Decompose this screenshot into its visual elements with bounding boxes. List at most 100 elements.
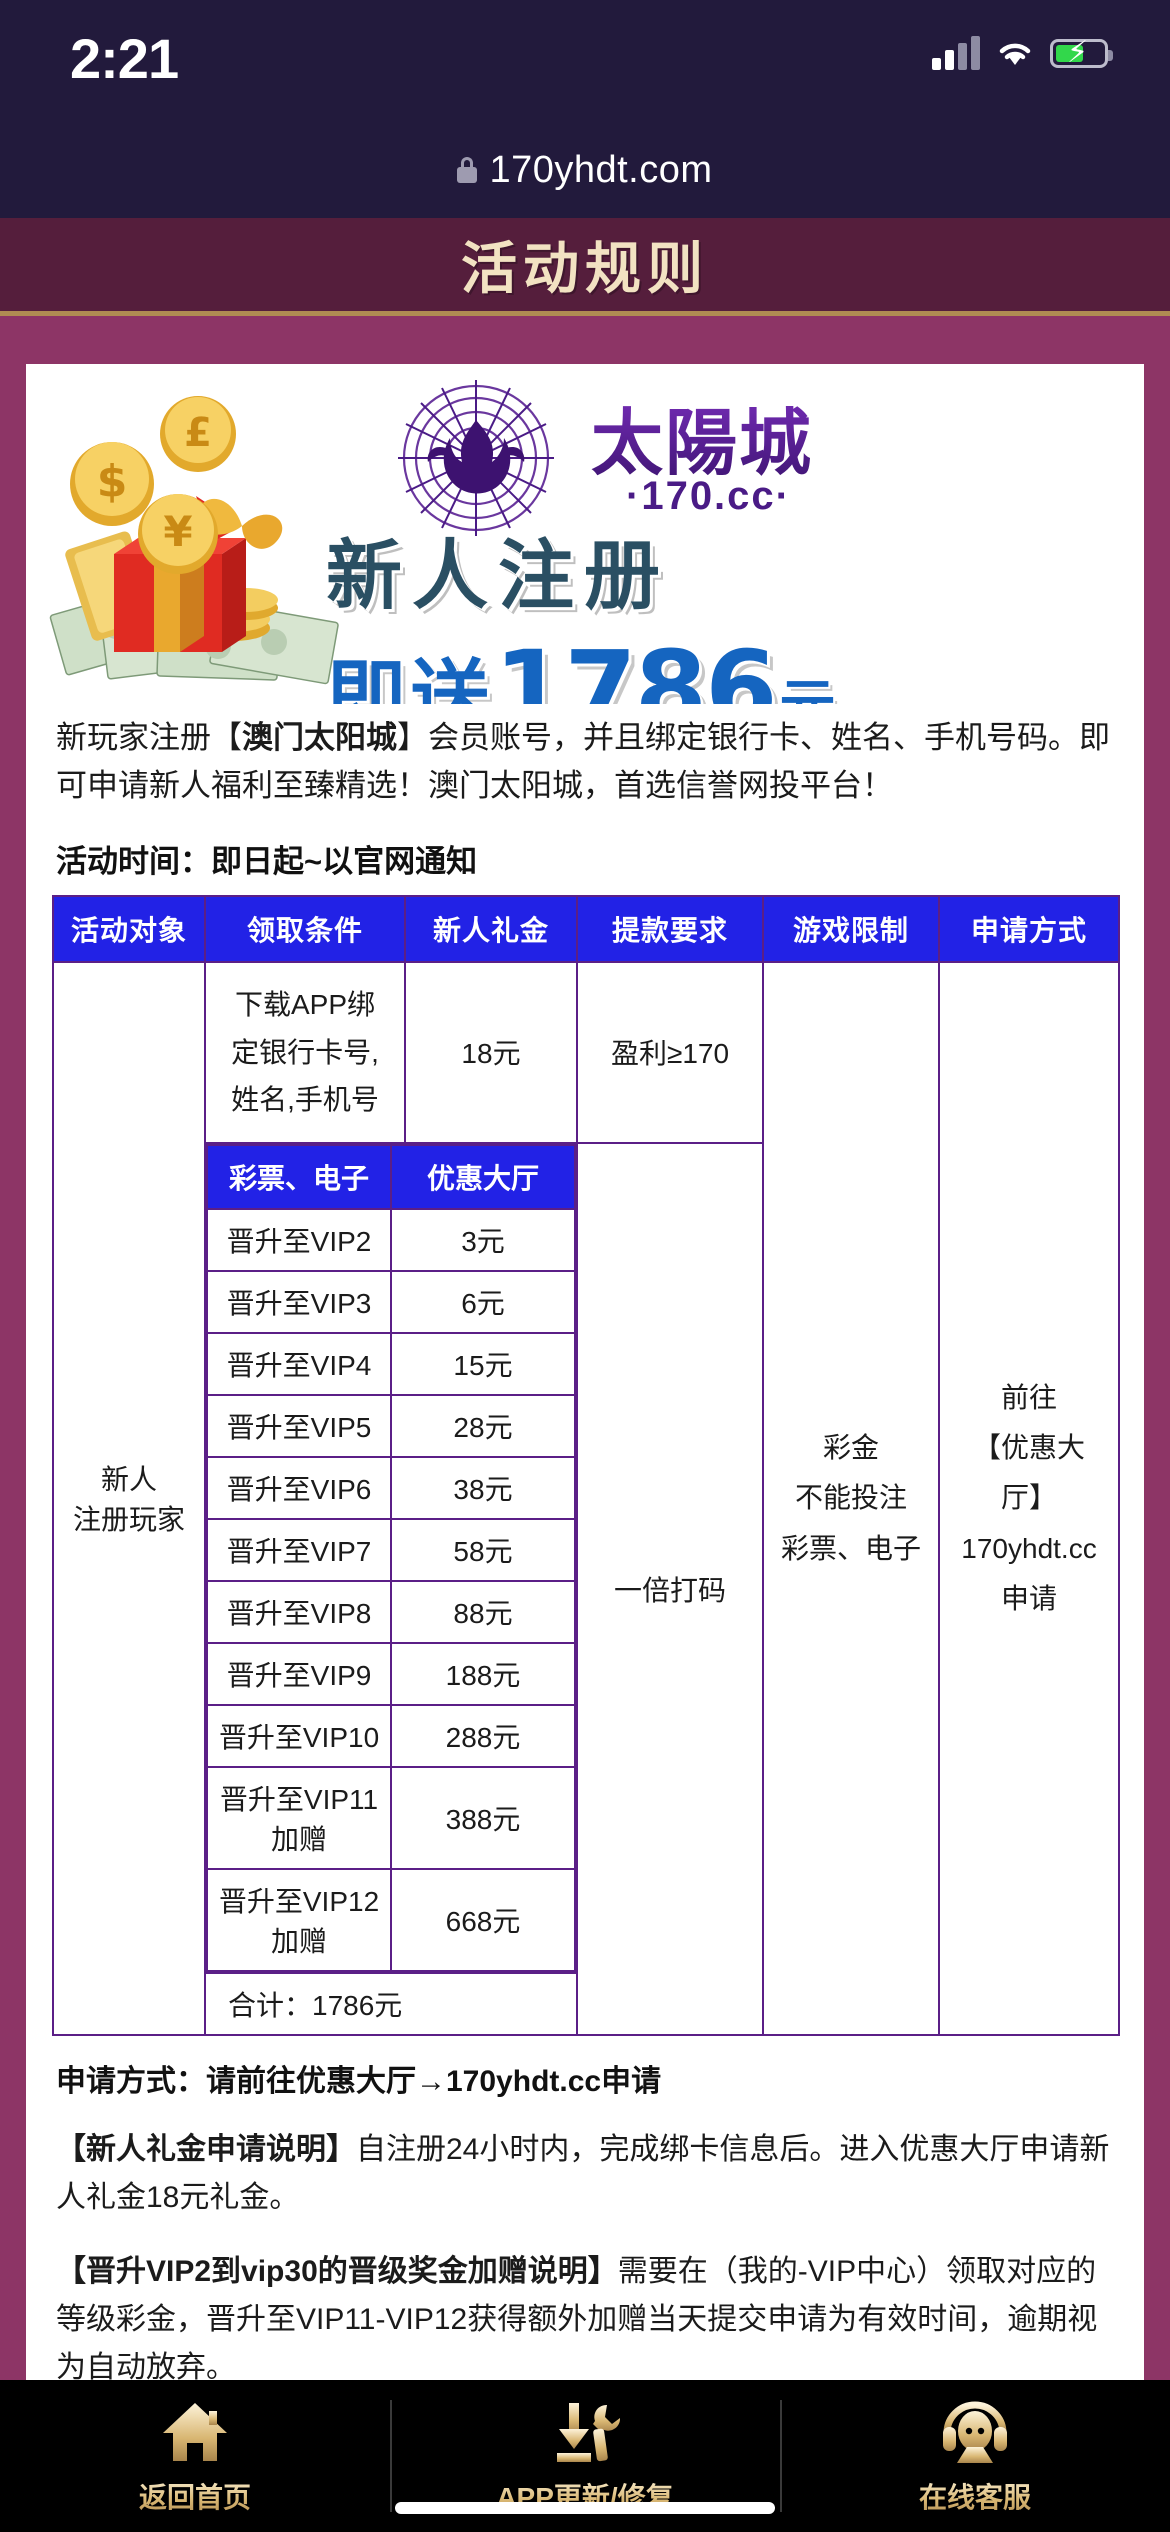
vip-row: 晋升至VIP9 188元 [206, 1641, 576, 1706]
vip-level: 晋升至VIP12加赠 [206, 1867, 392, 1972]
cell-vip-total: 合计：1786元 [204, 1971, 578, 2036]
cell-withdraw-profit: 盈利≥170 [576, 961, 764, 1144]
th-newcomer-gift: 新人礼金 [404, 895, 578, 964]
vip-row: 晋升至VIP4 15元 [206, 1331, 576, 1396]
th-conditions: 领取条件 [204, 895, 406, 964]
intro-brand: 澳门太阳城 [242, 720, 397, 755]
vip-level: 晋升至VIP11加赠 [206, 1765, 392, 1870]
vip-header-right: 优惠大厅 [390, 1143, 576, 1210]
app-update-wrench-icon [545, 2396, 625, 2468]
cell-gift-amount: 18元 [404, 961, 578, 1144]
nav-label-home: 返回首页 [139, 2476, 251, 2516]
th-activity-object: 活动对象 [52, 895, 206, 964]
vip-level: 晋升至VIP7 [206, 1517, 392, 1582]
page-header: 活动规则 [0, 218, 1170, 311]
vip-level: 晋升至VIP8 [206, 1579, 392, 1644]
vip-amount: 188元 [390, 1641, 576, 1706]
content-card: ¥ $ £ [26, 364, 1144, 2485]
promo-line2-prefix: 即送 [326, 651, 494, 704]
intro-part2: 】会员账号，并且绑定银行卡、姓名、手机号码。即可申请新人福利至臻精选！澳门太阳城… [56, 720, 1110, 804]
vip-row: 晋升至VIP3 6元 [206, 1269, 576, 1334]
th-withdraw-req: 提款要求 [576, 895, 764, 964]
note-vip-bonus: 【晋升VIP2到vip30的晋级奖金加赠说明】需要在（我的-VIP中心）领取对应… [56, 2248, 1114, 2392]
vip-amount: 6元 [390, 1269, 576, 1334]
gift-box-coins-money-illustration: ¥ $ £ [46, 376, 376, 696]
nav-item-support[interactable]: 在线客服 [780, 2380, 1170, 2532]
vip-row: 晋升至VIP5 28元 [206, 1393, 576, 1458]
url-text: 170yhdt.com [489, 148, 713, 191]
vip-amount: 388元 [390, 1765, 576, 1870]
vip-row: 晋升至VIP12加赠 668元 [206, 1867, 576, 1972]
event-time: 活动时间：即日起~以官网通知 [56, 844, 478, 880]
vip-level: 晋升至VIP4 [206, 1331, 392, 1396]
intro-part1: 新玩家注册【 [56, 720, 242, 755]
promo-table: 活动对象 领取条件 新人礼金 提款要求 游戏限制 申请方式 新人 注册玩家 下载… [52, 895, 1120, 2036]
vip-level: 晋升至VIP5 [206, 1393, 392, 1458]
status-indicators: ⚡ [932, 36, 1113, 70]
note-0-body: 自注册24小时内，完成绑卡信息后。进入优惠大厅申请新人礼金18元礼金。 [56, 2132, 1110, 2214]
vip-amount: 58元 [390, 1517, 576, 1582]
vip-row: 晋升至VIP7 58元 [206, 1517, 576, 1582]
nav-item-home[interactable]: 返回首页 [0, 2380, 390, 2532]
bottom-nav-bar: 返回首页 APP更新/修复 [0, 2380, 1170, 2532]
vip-amount: 28元 [390, 1393, 576, 1458]
vip-row: 晋升至VIP11加赠 388元 [206, 1765, 576, 1870]
vip-row: 晋升至VIP10 288元 [206, 1703, 576, 1768]
vip-level: 晋升至VIP3 [206, 1269, 392, 1334]
browser-url-bar[interactable]: 170yhdt.com [0, 122, 1170, 218]
vip-level: 晋升至VIP10 [206, 1703, 392, 1768]
vip-subheader-row: 彩票、电子 优惠大厅 [206, 1143, 576, 1210]
cellular-signal-icon [932, 36, 980, 70]
battery-charging-icon: ⚡ [1050, 37, 1113, 68]
note-0-title: 【新人礼金申请说明】 [56, 2132, 356, 2166]
cell-vip-subtable: 彩票、电子 优惠大厅 晋升至VIP2 3元 晋升至VIP3 6元 晋升至VIP4 15元晋… [205, 1143, 577, 1973]
vip-row: 晋升至VIP2 3元 [206, 1207, 576, 1272]
promo-line2-suffix: 元 [779, 661, 835, 704]
svg-text:$: $ [97, 456, 128, 507]
vip-level: 晋升至VIP2 [206, 1207, 392, 1272]
svg-text:£: £ [184, 410, 212, 456]
cell-apply-method: 前往 【优惠大厅】 170yhdt.cc 申请 [938, 961, 1120, 2036]
promo-table-wrap: 活动对象 领取条件 新人礼金 提款要求 游戏限制 申请方式 新人 注册玩家 下载… [52, 895, 1120, 2036]
vip-amount: 15元 [390, 1331, 576, 1396]
svg-text:¥: ¥ [163, 507, 192, 556]
page-title: 活动规则 [461, 237, 709, 300]
note-newcomer-gift: 【新人礼金申请说明】自注册24小时内，完成绑卡信息后。进入优惠大厅申请新人礼金1… [56, 2126, 1114, 2222]
vip-amount: 88元 [390, 1579, 576, 1644]
vip-level: 晋升至VIP6 [206, 1455, 392, 1520]
apply-method-line: 申请方式：请前往优惠大厅→170yhdt.cc申请 [56, 2064, 662, 2098]
vip-row: 晋升至VIP8 88元 [206, 1579, 576, 1644]
table-row: 彩票、电子 优惠大厅 晋升至VIP2 3元 晋升至VIP3 6元 晋升至VIP4 15元晋… [53, 1141, 1119, 2036]
table-row: 新人 注册玩家 下载APP绑 定银行卡号, 姓名,手机号 18元 盈利≥170 … [52, 961, 1120, 2036]
brand-logo-domain: ·170.cc· [626, 474, 791, 518]
vip-header-left: 彩票、电子 [206, 1143, 392, 1210]
cell-wager-requirement: 一倍打码 [576, 1141, 764, 2036]
vip-amount: 38元 [390, 1455, 576, 1520]
lock-icon [457, 157, 478, 183]
vip-bonus-table: 彩票、电子 优惠大厅 晋升至VIP2 3元 晋升至VIP3 6元 晋升至VIP4 15元晋… [206, 1143, 576, 1972]
promo-text-block: 新人注册 即送 1786 元 [326, 514, 1126, 704]
cell-activity-object: 新人 注册玩家 [52, 961, 206, 2036]
th-game-limit: 游戏限制 [762, 895, 940, 964]
promo-banner: ¥ $ £ [26, 364, 1144, 704]
headset-support-icon [937, 2396, 1013, 2468]
vip-amount: 668元 [390, 1867, 576, 1972]
th-apply-method: 申请方式 [938, 895, 1120, 964]
nav-label-support: 在线客服 [919, 2476, 1031, 2516]
promo-line1: 新人注册 [326, 531, 670, 620]
cell-game-limit: 彩金 不能投注 彩票、电子 [762, 961, 940, 2036]
sunburst-logo-icon: 太陽城 ·170.cc· [376, 370, 846, 550]
home-indicator[interactable] [395, 2502, 775, 2514]
status-time: 2:21 [70, 27, 179, 90]
vip-amount: 3元 [390, 1207, 576, 1272]
table-row: 合计：1786元 [53, 1971, 1119, 2036]
intro-paragraph: 新玩家注册【澳门太阳城】会员账号，并且绑定银行卡、姓名、手机号码。即可申请新人福… [56, 714, 1114, 810]
home-icon [159, 2396, 231, 2468]
note-1-body: 需要在（我的-VIP中心）领取对应的等级彩金，晋升至VIP11-VIP12获得额… [56, 2254, 1098, 2384]
table-header-row: 活动对象 领取条件 新人礼金 提款要求 游戏限制 申请方式 [52, 895, 1120, 964]
brand-logo-text: 太陽城 [591, 384, 813, 489]
vip-level: 晋升至VIP9 [206, 1641, 392, 1706]
vip-amount: 288元 [390, 1703, 576, 1768]
gold-divider [0, 311, 1170, 316]
